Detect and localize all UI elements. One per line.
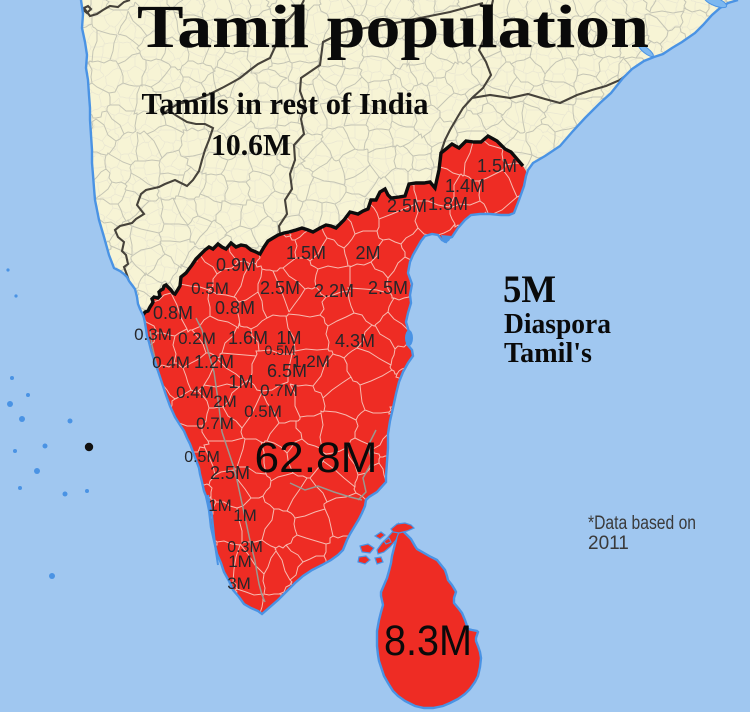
svg-text:1.4M: 1.4M <box>445 176 485 196</box>
svg-text:0.8M: 0.8M <box>153 303 193 323</box>
svg-text:2011: 2011 <box>588 533 629 554</box>
svg-text:2.5M: 2.5M <box>260 278 300 298</box>
svg-text:1.5M: 1.5M <box>477 156 517 176</box>
svg-text:1.8M: 1.8M <box>428 194 468 214</box>
svg-text:0.2M: 0.2M <box>178 329 216 348</box>
svg-text:0.7M: 0.7M <box>260 381 298 400</box>
svg-text:3M: 3M <box>227 574 251 593</box>
svg-text:62.8M: 62.8M <box>255 434 378 482</box>
svg-text:2.5M: 2.5M <box>210 463 250 483</box>
svg-text:*Data based on: *Data based on <box>588 513 696 534</box>
svg-text:10.6M: 10.6M <box>211 127 291 162</box>
svg-text:5M: 5M <box>503 268 556 311</box>
svg-text:1.6M: 1.6M <box>228 328 268 348</box>
svg-text:Diaspora: Diaspora <box>504 309 611 340</box>
svg-text:0.3M: 0.3M <box>227 539 263 556</box>
svg-text:2.5M: 2.5M <box>387 196 427 216</box>
svg-text:1.2M: 1.2M <box>292 352 330 371</box>
svg-text:2.2M: 2.2M <box>314 281 354 301</box>
svg-text:Tamil's: Tamil's <box>504 338 592 369</box>
svg-text:0.7M: 0.7M <box>196 414 234 433</box>
svg-text:1M: 1M <box>228 552 252 571</box>
svg-text:1M: 1M <box>228 372 253 392</box>
svg-text:1M: 1M <box>276 328 301 348</box>
svg-text:0.9M: 0.9M <box>216 255 256 275</box>
svg-text:0.4M: 0.4M <box>176 383 214 402</box>
svg-text:2.5M: 2.5M <box>368 278 408 298</box>
svg-text:6.5M: 6.5M <box>267 361 307 381</box>
svg-text:0.8M: 0.8M <box>215 298 255 318</box>
svg-text:1M: 1M <box>233 506 257 525</box>
svg-text:8.3M: 8.3M <box>384 617 472 665</box>
svg-text:0.5M: 0.5M <box>264 342 295 358</box>
svg-text:4.3M: 4.3M <box>335 331 375 351</box>
svg-text:Tamil population: Tamil population <box>137 0 649 61</box>
svg-text:2M: 2M <box>355 243 380 263</box>
svg-text:2M: 2M <box>213 392 237 411</box>
svg-text:0.4M: 0.4M <box>152 353 190 372</box>
svg-text:0.5M: 0.5M <box>244 402 282 421</box>
svg-text:1.2M: 1.2M <box>194 352 234 372</box>
svg-text:0.3M: 0.3M <box>134 325 172 344</box>
svg-text:1.5M: 1.5M <box>286 243 326 263</box>
svg-text:0.5M: 0.5M <box>184 449 220 466</box>
svg-text:0.5M: 0.5M <box>191 279 229 298</box>
svg-text:Tamils in rest of India: Tamils in rest of India <box>142 86 429 121</box>
svg-text:1M: 1M <box>208 496 232 515</box>
